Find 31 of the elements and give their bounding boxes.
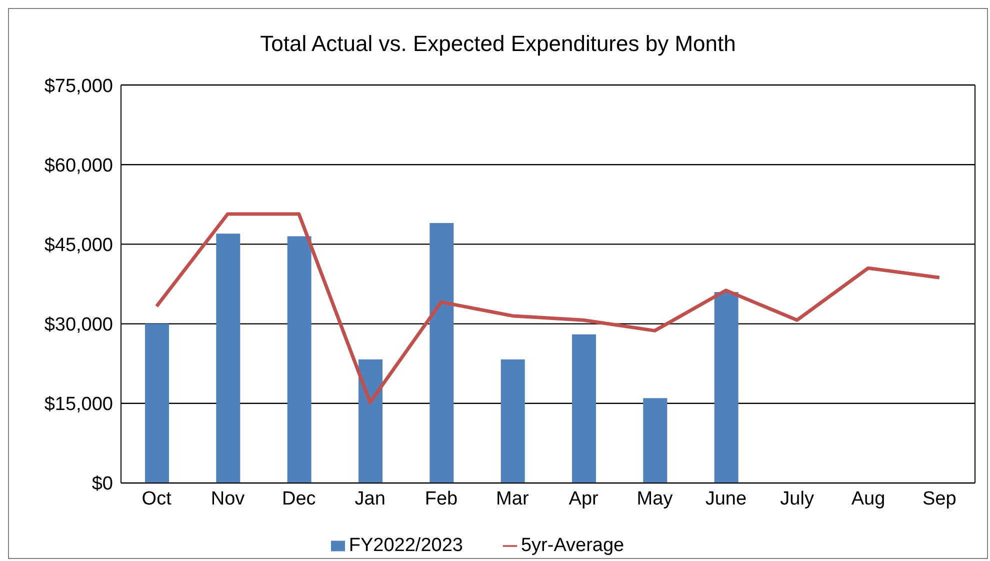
- x-tick-label: Nov: [210, 488, 246, 510]
- bar: [145, 324, 169, 483]
- x-tick-label: Oct: [142, 488, 172, 510]
- bar: [500, 359, 525, 483]
- x-tick-label: Sep: [922, 488, 956, 510]
- line-series: [154, 212, 942, 404]
- bar: [572, 334, 596, 483]
- bar: [643, 398, 668, 483]
- x-tick-label: June: [705, 488, 747, 510]
- chart-title: Total Actual vs. Expected Expenditures by Month: [259, 31, 737, 57]
- x-tick-label: July: [780, 488, 814, 510]
- bar: [287, 236, 312, 483]
- x-tick-label: Feb: [424, 488, 458, 510]
- x-tick-label: Jan: [354, 488, 386, 510]
- y-tick-label: $0: [92, 474, 113, 495]
- y-tick-label: $30,000: [44, 314, 113, 336]
- x-tick-label: Aug: [851, 488, 886, 510]
- y-tick-label: $60,000: [44, 155, 113, 176]
- legend-label: 5yr-Average: [520, 535, 624, 556]
- x-tick-label: Dec: [282, 488, 316, 510]
- bar: [430, 222, 454, 483]
- x-tick-label: May: [636, 488, 674, 510]
- bar: [714, 292, 738, 483]
- y-tick-label: $45,000: [44, 234, 113, 256]
- x-tick-label: Mar: [496, 488, 530, 510]
- y-tick-label: $75,000: [44, 76, 113, 97]
- y-tick-label: $15,000: [44, 394, 113, 416]
- bar: [216, 234, 240, 483]
- x-tick-label: Apr: [568, 488, 600, 510]
- bar: [358, 359, 382, 483]
- legend-label: FY2022/2023: [348, 535, 463, 556]
